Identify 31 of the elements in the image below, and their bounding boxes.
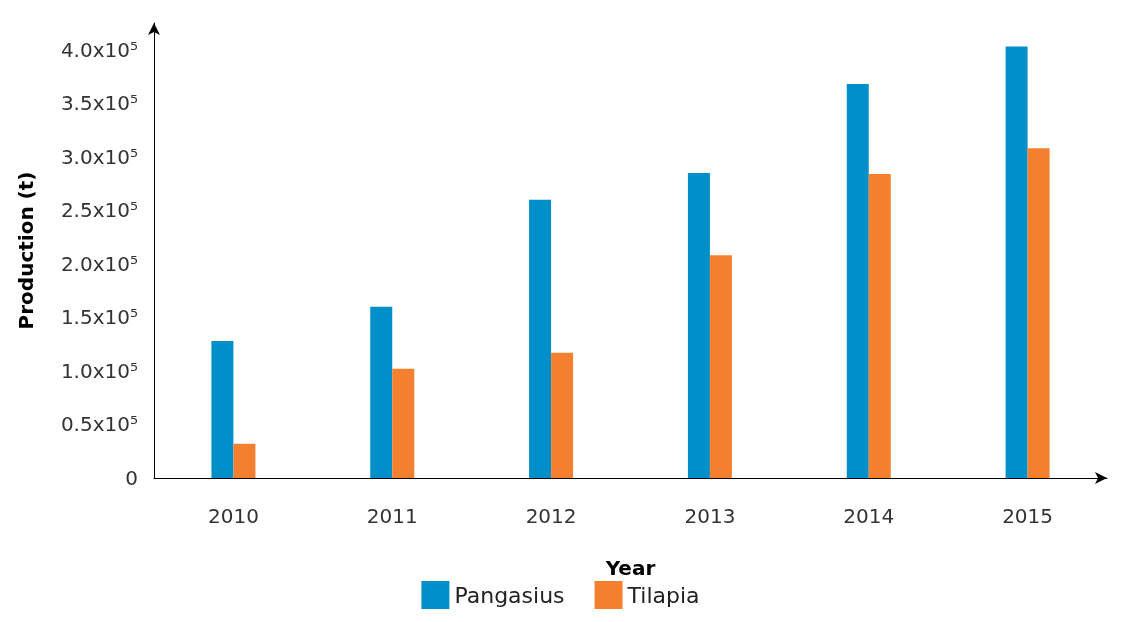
bar <box>233 443 256 478</box>
bar <box>551 352 574 478</box>
y-tick-label: 2.5x10⁵ <box>60 198 138 223</box>
x-axis-title: Year <box>604 556 656 580</box>
bar <box>709 255 732 478</box>
y-tick-label: 2.0x10⁵ <box>60 251 138 276</box>
x-tick-label: 2015 <box>1002 504 1054 528</box>
x-tick-label: 2013 <box>684 504 736 528</box>
bar <box>687 172 710 478</box>
x-tick-label: 2012 <box>525 504 577 528</box>
legend-label: Tilapia <box>626 582 700 608</box>
bar <box>370 306 393 478</box>
y-tick-label: 0.5x10⁵ <box>60 412 138 437</box>
bar <box>1027 148 1050 478</box>
y-tick-label: 0 <box>125 466 138 490</box>
bar <box>846 84 869 478</box>
bar <box>211 340 234 478</box>
y-tick-label: 4.0x10⁵ <box>60 37 138 62</box>
bar <box>1005 46 1028 478</box>
y-tick-label: 3.5x10⁵ <box>60 91 138 116</box>
y-tick-label: 1.5x10⁵ <box>60 305 138 330</box>
bar <box>392 368 415 478</box>
x-tick-label: 2014 <box>843 504 895 528</box>
y-axis-title: Production (t) <box>14 171 38 330</box>
y-tick-label: 1.0x10⁵ <box>60 358 138 383</box>
bar <box>868 173 891 478</box>
legend-label: Pangasius <box>454 582 565 608</box>
bar <box>529 199 552 478</box>
x-tick-label: 2011 <box>366 504 418 528</box>
x-tick-label: 2010 <box>207 504 259 528</box>
y-tick-label: 3.0x10⁵ <box>60 144 138 169</box>
